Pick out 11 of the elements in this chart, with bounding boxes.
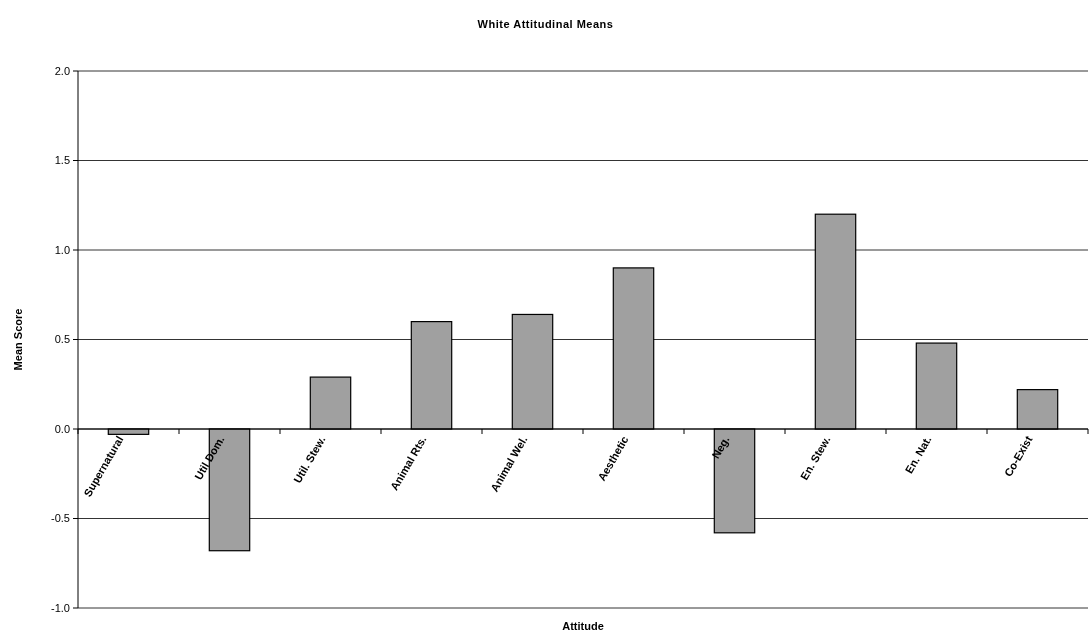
- y-tick-label: -1.0: [51, 601, 70, 614]
- y-tick-label: 1.0: [54, 243, 70, 256]
- chart-title: White Attitudinal Means: [477, 18, 614, 30]
- y-tick-label: 0.5: [54, 333, 70, 346]
- y-tick-label: 2.0: [54, 64, 70, 77]
- y-tick-label: -0.5: [51, 512, 70, 525]
- x-axis-title: Attitude: [562, 620, 604, 632]
- y-tick-label: 0.0: [54, 422, 70, 435]
- y-axis-title: Mean Score: [12, 308, 24, 371]
- y-tick-label: 1.5: [54, 154, 70, 167]
- x-tick-label: En. Nat.: [902, 433, 934, 476]
